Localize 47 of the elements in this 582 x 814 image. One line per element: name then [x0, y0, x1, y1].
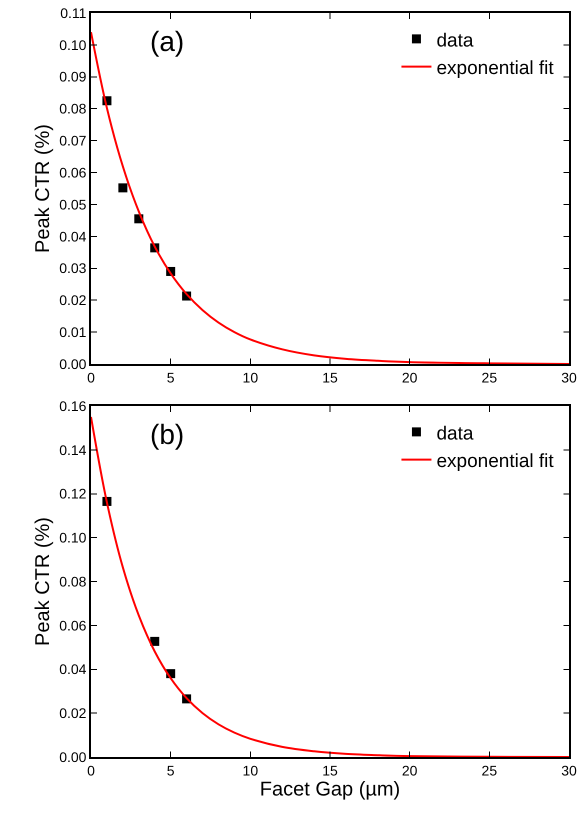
x-tick-label: 20	[402, 370, 418, 386]
line-series	[91, 416, 569, 757]
legend-label: exponential fit	[436, 450, 554, 472]
legend-label: exponential fit	[436, 58, 554, 79]
annotation: (a)	[150, 26, 184, 57]
y-tick-label: 0.16	[59, 398, 87, 414]
y-tick-label: 0.09	[59, 68, 87, 85]
annotation: (b)	[150, 419, 184, 450]
y-tick-label: 0.10	[59, 530, 87, 546]
legend-label: data	[436, 30, 474, 52]
y-tick-label: 0.12	[59, 486, 87, 502]
x-tick-label: 10	[242, 370, 258, 386]
x-tick-label: 30	[561, 762, 577, 779]
x-tick-label: 10	[242, 762, 258, 779]
y-tick-label: 0.08	[59, 100, 87, 117]
x-tick-label: 5	[166, 762, 175, 779]
y-tick-label: 0.10	[59, 36, 87, 53]
y-tick-label: 0.14	[59, 442, 87, 458]
x-tick-label: 20	[402, 762, 418, 779]
x-tick-label: 0	[87, 762, 96, 779]
x-tick-label: 0	[87, 370, 96, 386]
y-axis-title: Peak CTR (%)	[32, 124, 54, 253]
y-tick-label: 0.08	[59, 573, 87, 590]
y-tick-label: 0.02	[59, 292, 87, 308]
y-tick-label: 0.03	[59, 260, 87, 276]
y-tick-label: 0.05	[59, 196, 87, 212]
y-tick-label: 0.02	[59, 705, 87, 722]
y-tick-label: 0.06	[59, 617, 87, 634]
point	[118, 183, 128, 192]
y-tick-label: 0.04	[59, 661, 87, 678]
x-tick-label: 25	[482, 370, 498, 386]
x-tick-label: 25	[482, 762, 498, 779]
y-tick-label: 0.07	[59, 132, 87, 149]
y-tick-label: 0.06	[59, 164, 87, 180]
x-tick-label: 15	[322, 370, 338, 386]
line-series	[91, 31, 569, 364]
x-tick-label: 15	[322, 762, 338, 779]
y-tick-label: 0.01	[59, 324, 87, 340]
x-tick-label: 30	[561, 370, 577, 386]
x-tick-label: 5	[166, 370, 175, 386]
y-axis-title: Peak CTR (%)	[32, 517, 54, 646]
x-axis-title: Facet Gap (µm)	[260, 778, 400, 801]
y-tick-label: 0.00	[59, 356, 87, 372]
y-tick-label: 0.11	[60, 4, 87, 21]
y-tick-label: 0.04	[59, 228, 87, 244]
y-tick-label: 0.00	[59, 748, 87, 765]
legend-label: data	[436, 423, 474, 444]
